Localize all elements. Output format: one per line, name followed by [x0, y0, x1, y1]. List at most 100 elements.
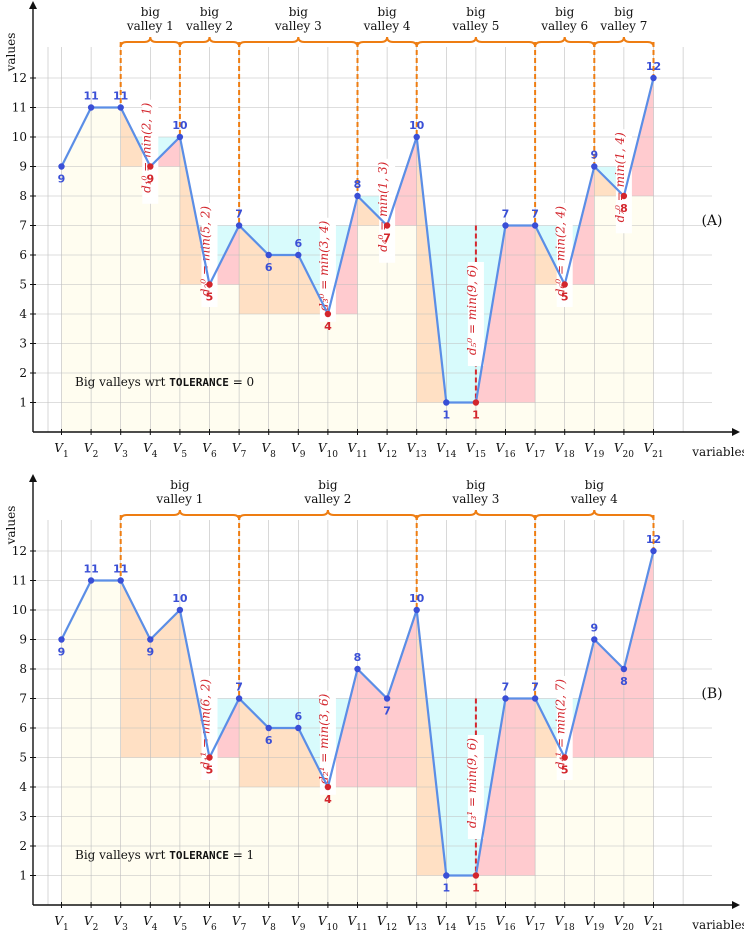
valley-label-line1: big	[585, 478, 605, 492]
data-label: 7	[235, 208, 243, 221]
valley-brace	[415, 36, 537, 48]
depth-label: d₆⁰ = min(2, 4)	[554, 206, 568, 297]
data-point	[206, 281, 213, 288]
valley-brace	[415, 509, 537, 521]
valley-brace	[119, 36, 181, 48]
x-axis-arrow	[732, 428, 740, 436]
tolerance-caption: Big valleys wrt TOLERANCE = 0	[75, 375, 254, 389]
valley-label-line2: valley 4	[570, 492, 618, 506]
y-tick-label: 7	[19, 692, 27, 706]
x-tick-label: V4	[143, 441, 158, 460]
data-label: 6	[265, 261, 273, 274]
data-label: 4	[324, 793, 332, 806]
data-point	[235, 695, 243, 702]
y-tick-label: 11	[12, 574, 27, 588]
y-tick-label: 1	[19, 396, 27, 410]
data-label: 1	[442, 409, 450, 422]
x-tick-label: V7	[232, 914, 247, 933]
depth-label-bg	[615, 129, 632, 234]
data-label: 1	[472, 882, 480, 895]
depth-label: d₂¹ = min(3, 6)	[317, 693, 331, 784]
x-tick-label: V17	[525, 441, 545, 460]
x-tick-label: V10	[318, 441, 338, 460]
data-label: 9	[146, 173, 154, 186]
data-point	[591, 163, 598, 170]
data-label: 1	[442, 882, 450, 895]
data-point	[472, 872, 480, 879]
valley-left-region	[416, 610, 476, 876]
y-tick-label: 12	[12, 544, 27, 558]
data-point	[324, 783, 332, 791]
data-label: 10	[172, 592, 188, 605]
valley-label-line1: big	[377, 5, 397, 19]
valley-label-line1: big	[555, 5, 575, 19]
x-tick-label: V13	[407, 441, 427, 460]
data-label: 10	[172, 119, 188, 132]
data-point	[413, 606, 420, 614]
y-tick-label: 6	[19, 721, 27, 735]
data-label: 7	[531, 208, 539, 221]
valley-label-line1: big	[614, 5, 634, 19]
data-point	[354, 192, 361, 200]
data-label: 11	[83, 563, 98, 576]
x-tick-label: V7	[232, 441, 247, 460]
valley-left-region	[416, 137, 476, 403]
data-label: 5	[206, 291, 214, 304]
x-tick-label: V1	[54, 441, 68, 460]
data-point	[117, 104, 124, 111]
data-point	[650, 547, 657, 555]
depth-label: d₃⁰ = min(3, 4)	[317, 220, 331, 311]
data-point	[176, 606, 184, 614]
valley-label-line1: big	[466, 478, 486, 492]
data-label: 5	[206, 764, 214, 777]
valley-label-line1: big	[466, 5, 486, 19]
data-label: 9	[590, 622, 598, 635]
depth-label: d₇⁰ = min(1, 4)	[613, 132, 627, 223]
valley-brace	[238, 36, 359, 48]
data-point	[147, 163, 154, 170]
valley-brace	[534, 36, 596, 48]
y-tick-label: 10	[12, 130, 27, 144]
valley-label-line2: valley 1	[126, 19, 174, 33]
x-tick-label: V16	[495, 441, 515, 460]
y-tick-label: 4	[19, 307, 27, 321]
panel-tag: (A)	[701, 213, 722, 229]
data-label: 11	[113, 90, 128, 103]
data-point	[58, 636, 65, 643]
data-point	[561, 754, 568, 761]
y-tick-label: 3	[19, 337, 27, 351]
valley-label-line2: valley 3	[274, 19, 322, 33]
x-tick-label: V14	[436, 441, 456, 460]
data-label: 7	[502, 681, 510, 694]
y-tick-label: 8	[19, 662, 27, 676]
data-point	[443, 872, 450, 879]
data-label: 7	[502, 208, 510, 221]
y-axis-arrow	[29, 1, 37, 9]
y-axis-arrow	[29, 474, 37, 482]
data-label: 12	[646, 533, 661, 546]
data-label: 4	[324, 320, 332, 333]
panel-tag: (B)	[701, 686, 722, 702]
x-tick-label: V15	[466, 914, 486, 933]
depth-label-bg	[201, 676, 218, 780]
y-tick-label: 12	[12, 71, 27, 85]
y-tick-label: 3	[19, 810, 27, 824]
depth-label-bg	[556, 676, 573, 780]
data-point	[413, 133, 420, 141]
y-tick-label: 9	[19, 633, 27, 647]
valley-label-line2: valley 2	[303, 492, 351, 506]
valley-brace	[593, 36, 655, 48]
y-tick-label: 11	[12, 101, 27, 115]
data-label: 7	[383, 705, 391, 718]
depth-label-bg	[467, 262, 484, 366]
y-tick-label: 2	[19, 366, 27, 380]
depth-label-bg	[556, 203, 573, 307]
data-point	[87, 577, 95, 584]
x-tick-label: V5	[173, 914, 188, 933]
x-tick-label: V6	[202, 914, 217, 933]
depth-label-bg	[467, 735, 484, 839]
data-label: 7	[383, 232, 391, 245]
y-tick-label: 1	[19, 869, 27, 883]
